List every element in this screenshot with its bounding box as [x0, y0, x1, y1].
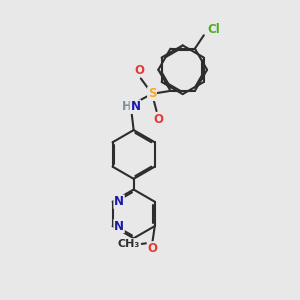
- Text: H: H: [122, 100, 132, 113]
- Text: CH₃: CH₃: [118, 239, 140, 249]
- Text: S: S: [148, 87, 156, 100]
- Text: N: N: [114, 220, 124, 232]
- Text: O: O: [134, 64, 144, 76]
- Text: Cl: Cl: [207, 23, 220, 36]
- Text: N: N: [130, 100, 140, 113]
- Text: O: O: [147, 242, 158, 255]
- Text: N: N: [114, 195, 124, 208]
- Text: O: O: [153, 113, 163, 126]
